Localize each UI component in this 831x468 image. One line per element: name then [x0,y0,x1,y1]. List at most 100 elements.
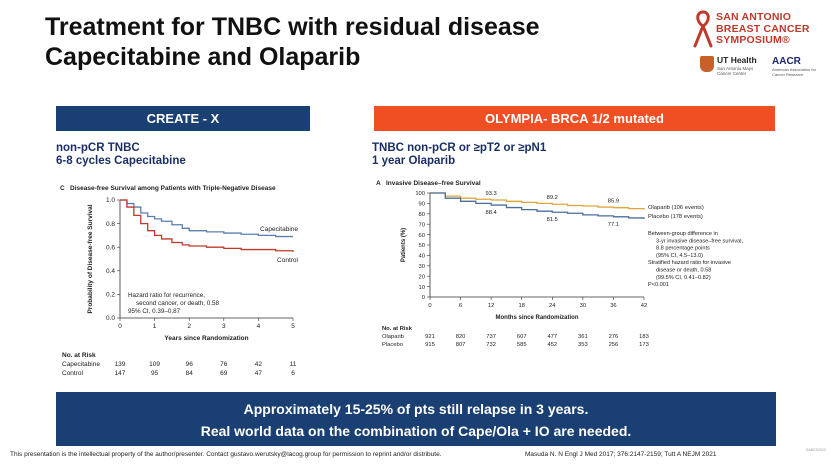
annotation-line: 8.8 percentage points [656,246,710,252]
data-label: 85.9 [608,199,619,205]
olympia-km-svg: A Invasive Disease–free Survival 0 10 20 30 40… [376,180,743,348]
y-axis-label: Patients (%) [401,228,407,262]
risk-cell: 109 [149,361,160,368]
risk-cell: 147 [115,370,126,377]
ut-shield-icon [700,56,714,72]
x-tick-label: 36 [610,303,616,309]
create-x-description: non-pCR TNBC 6-8 cycles Capecitabine [56,142,186,168]
series-line-olaparib [430,192,645,210]
annotation-line: 95% CI, 0.39–0.87 [128,308,181,315]
x-tick-label: 6 [459,303,462,309]
x-tick-label: 2 [187,323,191,330]
y-tick-label: 50 [419,243,425,249]
series-label-placebo: Placebo (178 events) [648,214,703,220]
risk-cell: 84 [186,370,194,377]
y-tick-label: 1.0 [106,197,115,204]
sabcs-line-1: SAN ANTONIO [716,11,792,23]
risk-cell: 76 [220,361,228,368]
risk-cell: 820 [456,334,466,340]
title-line-1: Treatment for TNBC with residual disease [45,13,540,41]
annotation-line: disease or death, 0.58 [656,268,711,274]
copyright-footer: This presentation is the intellectual pr… [10,451,442,458]
create-x-km-chart: C Disease-free Survival among Patients wi… [50,180,350,390]
risk-cell: 732 [486,342,496,348]
ribbon-icon [693,10,713,48]
x-tick-label: 24 [549,303,556,309]
risk-cell: 42 [255,361,263,368]
ut-health-name: UT Health [717,55,757,65]
data-label: 88.4 [485,210,497,216]
risk-cell: 361 [578,334,588,340]
olympia-description: TNBC non-pCR or ≥pT2 or ≥pN1 1 year Olap… [372,142,546,168]
x-tick-label: 18 [518,303,524,309]
title-line-2: Capecitabine and Olaparib [45,43,361,71]
sabcs-line-2: BREAST CANCER [716,22,810,35]
risk-cell: 183 [639,334,649,340]
risk-row-label: Olaparib [382,334,404,340]
x-tick-label: 1 [153,323,157,330]
aacr-sub: American Association for Cancer Research [772,67,817,77]
conclusion-banner: Approximately 15-25% of pts still relaps… [56,392,776,446]
sponsor-logos: SAN ANTONIO BREAST CANCER SYMPOSIUM® UT … [690,10,825,80]
risk-cell: 95 [151,370,159,377]
series-label-capecitabine: Capecitabine [260,226,298,233]
x-tick-label: 42 [641,303,647,309]
series-label-control: Control [277,257,299,264]
chart-panel-letter: A [376,180,381,187]
data-label: 81.5 [547,217,558,223]
create-x-header: CREATE - X [56,106,310,131]
risk-cell: 139 [115,361,126,368]
risk-table-title: No. at Risk [62,352,96,359]
y-axis-label: Probability of Disease-free Survival [87,204,94,313]
y-tick-label: 40 [419,254,425,260]
risk-cell: 452 [547,342,557,348]
x-axis-label: Months since Randomization [495,315,578,321]
series-label-olaparib: Olaparib (106 events) [648,205,704,211]
sabcs-wordmark: SAN ANTONIO BREAST CANCER SYMPOSIUM® [716,11,810,47]
risk-cell: 607 [517,334,527,340]
annotation-line: Stratified hazard ratio for invasive [648,260,731,266]
chart-title: Invasive Disease–free Survival [386,180,481,187]
risk-row-label: Capecitabine [62,361,100,368]
create-x-sub-2: 6-8 cycles Capecitabine [56,155,186,167]
risk-cell: 47 [255,370,263,377]
x-tick-label: 0 [428,303,431,309]
risk-cell: 6 [291,370,295,377]
partner-logos: UT Health San Antonio Mays Cancer Center… [700,56,825,80]
slide-title: Treatment for TNBC with residual disease… [45,12,540,72]
risk-cell: 256 [609,342,619,348]
x-tick-label: 30 [580,303,586,309]
olympia-km-chart: A Invasive Disease–free Survival 0 10 20 30 40… [366,177,786,392]
risk-row-label: Control [62,370,84,377]
y-tick-label: 30 [419,264,425,270]
data-label: 93.3 [485,191,496,197]
annotation-line: P<0.001 [648,282,669,288]
risk-cell: 276 [609,334,619,340]
series-line-placebo [430,192,645,219]
olympia-header: OLYMPIA- BRCA 1/2 mutated [374,106,775,131]
y-tick-label: 90 [419,202,425,208]
x-tick-label: 4 [257,323,261,330]
risk-cell: 915 [425,342,435,348]
banner-line-1: Approximately 15-25% of pts still relaps… [243,401,589,417]
data-label: 89.2 [547,195,558,201]
y-tick-label: 0.6 [106,244,115,251]
risk-cell: 585 [517,342,527,348]
annotation-line: (95% CI, 4.5–13.0) [656,253,703,259]
sabcs-logo: SAN ANTONIO BREAST CANCER SYMPOSIUM® [690,10,825,50]
chart-panel-letter: C [60,185,65,192]
y-tick-label: 80 [419,212,425,218]
ut-health-sub: San Antonio Mays Cancer Center [717,66,754,76]
risk-cell: 807 [456,342,466,348]
risk-cell: 737 [486,334,496,340]
risk-cell: 477 [547,334,557,340]
risk-table-title: No. at Risk [382,326,413,332]
annotation-line: Hazard ratio for recurrence, [128,292,205,299]
x-axis-label: Years since Randomization [164,335,248,342]
annotation-line: (99.5% CI, 0.41–0.82) [656,275,711,281]
risk-cell: 921 [425,334,435,340]
series-line-control [120,199,294,252]
annotation-line: Between-group difference in [648,231,718,237]
risk-cell: 353 [578,342,588,348]
risk-row-label: Placebo [382,342,403,348]
